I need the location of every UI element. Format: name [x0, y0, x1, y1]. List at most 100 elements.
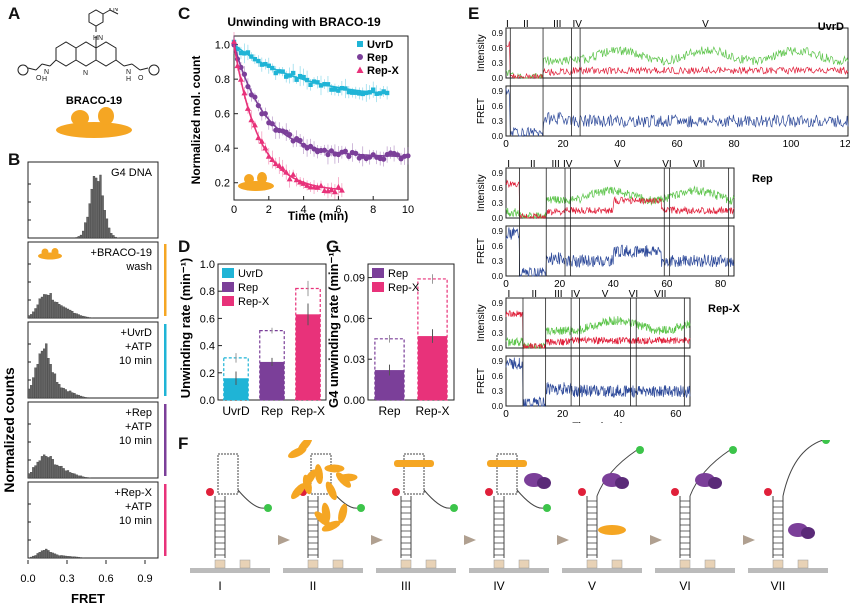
panel-c-xtick: 4: [301, 204, 307, 216]
histogram-bar: [66, 308, 70, 319]
svg-text:N: N: [98, 35, 103, 42]
panel-b-xtick: 0.3: [59, 573, 74, 585]
bar-ytick: 0.0: [200, 395, 215, 407]
data-point-uvrd: [294, 77, 299, 82]
stage-label: IV: [571, 289, 581, 300]
data-point-rep: [321, 147, 328, 153]
data-point-rep-x: [297, 178, 304, 185]
data-point-uvrd: [249, 54, 254, 59]
histogram-frame: [27, 241, 159, 319]
data-point-uvrd: [311, 79, 317, 84]
stage-label: V: [614, 159, 621, 170]
stage-arrow-icon: [464, 535, 476, 545]
braco-bound: [394, 460, 434, 467]
histogram-frame: [27, 401, 159, 479]
bar-ytick: 0.09: [344, 273, 365, 285]
trace-xtick: 40: [608, 279, 620, 290]
histogram-bar: [45, 456, 48, 479]
panel-letter-e: E: [468, 4, 480, 23]
histogram-bar: [27, 473, 31, 479]
stage-label: V: [702, 19, 709, 30]
data-point-rep-x: [335, 183, 342, 190]
histogram-bar: [77, 236, 80, 239]
histogram-bar: [66, 391, 70, 399]
biotin-anchor: [679, 559, 691, 569]
histogram-bar: [84, 316, 87, 319]
trace-ytick: 0.3: [492, 199, 504, 208]
biotin-anchor: [586, 559, 598, 569]
biotin-anchor: [425, 559, 437, 569]
bar-uvrd: [223, 378, 249, 400]
panel-b-xlabel: FRET: [71, 591, 105, 605]
histogram-bar: [51, 372, 54, 399]
donor-dye: [543, 504, 551, 512]
trace-ytick: 0.9: [492, 87, 504, 96]
data-point-rep-x: [283, 169, 290, 175]
donor-dye: [822, 440, 830, 444]
legend-swatch: [222, 296, 234, 306]
panel-letter-d: D: [178, 237, 191, 256]
bar-category-label: Rep: [378, 404, 400, 418]
histogram-bar: [73, 312, 76, 319]
ssdna-tail: [423, 489, 452, 509]
bar-chart-frame: [367, 263, 455, 401]
data-point-rep-x: [251, 121, 258, 128]
data-point-rep: [346, 153, 352, 159]
data-point-rep: [325, 151, 331, 158]
histogram-bar: [71, 556, 74, 559]
data-point-uvrd: [346, 89, 352, 95]
data-point-rep-x: [300, 180, 307, 186]
histogram-bar: [69, 556, 72, 559]
stage-label: VI: [629, 289, 638, 300]
panel-c-xtick: 8: [370, 204, 376, 216]
data-point-rep-x: [314, 184, 321, 190]
helicase-icon: [801, 527, 815, 539]
g-quadruplex: [217, 453, 239, 495]
stage-arrow-icon: [557, 535, 569, 545]
stage-label: V: [602, 289, 609, 300]
histogram-bar: [77, 475, 80, 479]
svg-text:N: N: [44, 69, 49, 76]
data-point-rep-x: [272, 160, 279, 167]
data-point-rep-x: [338, 187, 345, 193]
surface: [469, 568, 549, 573]
data-point-uvrd: [252, 57, 258, 62]
data-point-rep: [381, 156, 387, 162]
data-point-uvrd: [353, 90, 358, 95]
data-point-rep-x: [248, 116, 255, 123]
donor-trace: [505, 185, 735, 220]
data-point-rep-x: [231, 38, 237, 44]
data-point-uvrd: [377, 91, 383, 96]
histogram-bar: [47, 294, 50, 319]
panel-letter-a: A: [8, 4, 21, 23]
data-point-rep-x: [293, 176, 300, 183]
histogram-bar: [30, 385, 33, 399]
histogram-bar: [27, 315, 31, 319]
panel-d-chart: Unwinding rate (min⁻¹) 0.0 0.2 0.4 0.6 0.8 1.…: [178, 258, 327, 418]
histogram-label: +ATP: [125, 501, 152, 513]
histogram-bar: [58, 304, 61, 319]
acceptor-trace: [505, 41, 849, 80]
histogram-bar: [73, 556, 76, 559]
histogram-bar: [66, 556, 70, 559]
histogram-bar: [36, 461, 39, 479]
ssdna-tail: [596, 449, 638, 497]
panel-c-ytick: 1.0: [215, 40, 230, 52]
fret-trace: [505, 88, 849, 137]
data-point-uvrd: [277, 69, 282, 74]
trace-ytick: 0.6: [492, 102, 504, 111]
histogram-bar: [32, 311, 35, 319]
trace-ytick: 0.3: [492, 387, 504, 396]
histogram-bar: [60, 387, 63, 399]
schematic-stage-6: VI: [655, 446, 755, 593]
histogram-frame: [27, 481, 159, 559]
histogram-bar: [56, 554, 59, 559]
stage-arrow-icon: [278, 535, 290, 545]
histogram-bar: [32, 555, 35, 559]
histogram-bar: [84, 477, 87, 479]
histogram-bar: [45, 294, 48, 319]
histogram-bar: [45, 548, 48, 559]
data-point-rep-x: [237, 76, 244, 82]
panel-letter-f: F: [178, 434, 189, 453]
stage-label: VI: [679, 579, 690, 593]
